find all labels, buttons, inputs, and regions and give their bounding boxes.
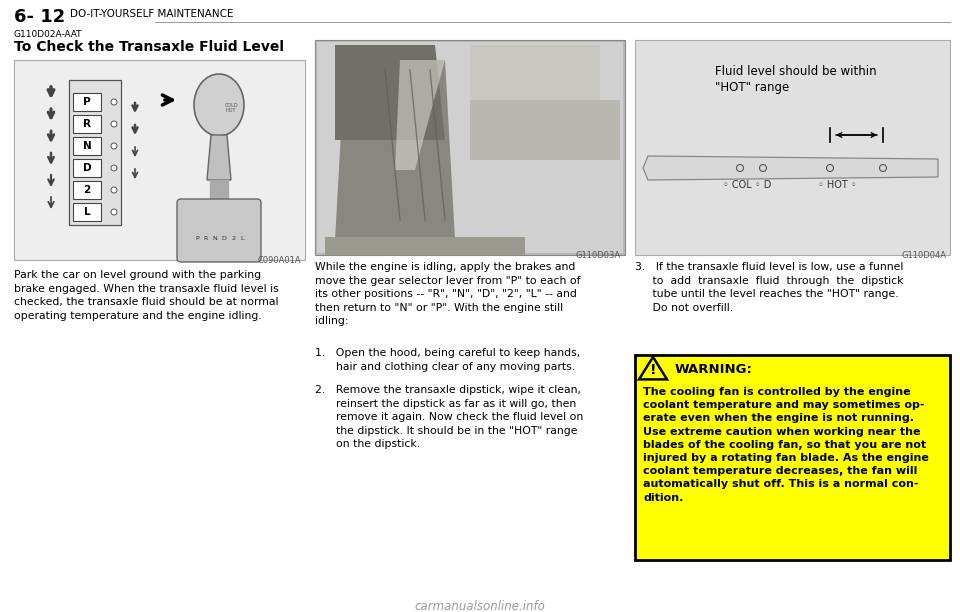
- Text: To Check the Transaxle Fluid Level: To Check the Transaxle Fluid Level: [14, 40, 284, 54]
- Text: 2: 2: [84, 185, 90, 195]
- Polygon shape: [335, 45, 445, 140]
- Bar: [635, 355, 950, 560]
- Circle shape: [111, 187, 117, 193]
- Text: The cooling fan is controlled by the engine
coolant temperature and may sometime: The cooling fan is controlled by the eng…: [643, 387, 929, 502]
- Polygon shape: [207, 135, 231, 180]
- Text: R: R: [204, 236, 208, 241]
- Polygon shape: [639, 357, 667, 379]
- Text: G110D03A: G110D03A: [576, 251, 621, 260]
- Bar: [635, 40, 950, 255]
- Text: D: D: [83, 163, 91, 173]
- Text: DO-IT-YOURSELF MAINTENANCE: DO-IT-YOURSELF MAINTENANCE: [70, 9, 233, 19]
- Text: Fluid level should be within
"HOT" range: Fluid level should be within "HOT" range: [715, 65, 876, 94]
- Text: ◦ COL ◦ D: ◦ COL ◦ D: [723, 180, 772, 190]
- Text: 2: 2: [231, 236, 235, 241]
- Text: ◦ HOT ◦: ◦ HOT ◦: [818, 180, 856, 190]
- Text: Park the car on level ground with the parking
brake engaged. When the transaxle : Park the car on level ground with the pa…: [14, 270, 278, 321]
- Text: COLD
HOT: COLD HOT: [225, 103, 239, 113]
- Circle shape: [111, 209, 117, 215]
- Bar: [73, 181, 101, 199]
- Text: While the engine is idling, apply the brakes and
move the gear selector lever fr: While the engine is idling, apply the br…: [315, 262, 581, 326]
- Bar: [317, 42, 623, 253]
- Text: G110D04A: G110D04A: [901, 251, 946, 260]
- PathPatch shape: [643, 156, 938, 180]
- Circle shape: [736, 165, 743, 171]
- Bar: [470, 100, 620, 160]
- Text: carmanualsonline.info: carmanualsonline.info: [415, 600, 545, 612]
- Bar: [73, 137, 101, 155]
- Circle shape: [827, 165, 833, 171]
- Circle shape: [111, 143, 117, 149]
- Circle shape: [111, 99, 117, 105]
- Circle shape: [879, 165, 886, 171]
- Bar: [325, 237, 525, 255]
- Text: 1.   Open the hood, being careful to keep hands,
      hair and clothing clear o: 1. Open the hood, being careful to keep …: [315, 348, 580, 371]
- Text: 6- 12: 6- 12: [14, 8, 65, 26]
- Text: L: L: [84, 207, 90, 217]
- Bar: [315, 40, 625, 255]
- Text: G110D02A-AAT: G110D02A-AAT: [14, 30, 83, 39]
- Ellipse shape: [194, 74, 244, 136]
- Text: !: !: [650, 363, 657, 377]
- Text: 3.   If the transaxle fluid level is low, use a funnel
     to  add  transaxle  : 3. If the transaxle fluid level is low, …: [635, 262, 903, 313]
- Text: WARNING:: WARNING:: [675, 363, 753, 376]
- Bar: [14, 60, 305, 260]
- Circle shape: [759, 165, 766, 171]
- Bar: [73, 203, 101, 221]
- Text: N: N: [212, 236, 217, 241]
- Circle shape: [111, 121, 117, 127]
- FancyBboxPatch shape: [177, 199, 261, 262]
- Text: D: D: [222, 236, 227, 241]
- Text: R: R: [83, 119, 91, 129]
- Text: N: N: [83, 141, 91, 151]
- Text: P: P: [84, 97, 91, 107]
- Bar: [73, 93, 101, 111]
- Text: C090A01A: C090A01A: [257, 256, 301, 265]
- Text: 2.   Remove the transaxle dipstick, wipe it clean,
      reinsert the dipstick a: 2. Remove the transaxle dipstick, wipe i…: [315, 385, 584, 449]
- Bar: [73, 159, 101, 177]
- Bar: [69, 80, 121, 225]
- Polygon shape: [335, 60, 455, 240]
- Bar: [73, 115, 101, 133]
- Text: P: P: [195, 236, 199, 241]
- Text: L: L: [240, 236, 244, 241]
- Polygon shape: [395, 60, 445, 170]
- Circle shape: [111, 165, 117, 171]
- Bar: [470, 45, 600, 100]
